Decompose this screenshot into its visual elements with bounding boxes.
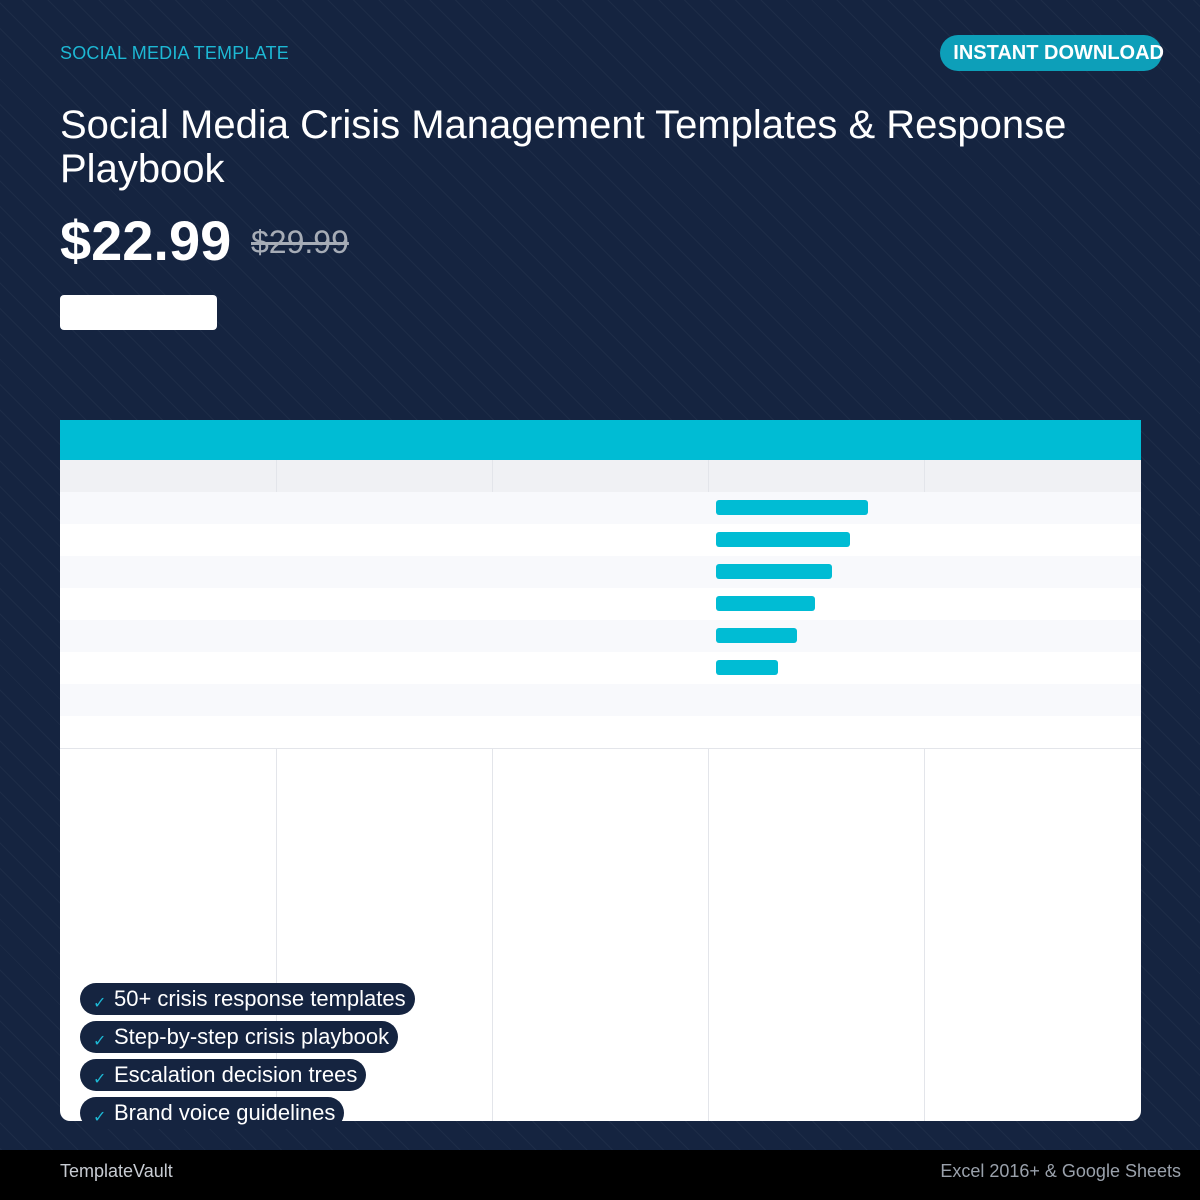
column-header-row — [60, 460, 1141, 492]
column-divider — [924, 749, 925, 1121]
check-icon: ✓ — [93, 1069, 107, 1088]
check-icon: ✓ — [93, 1031, 107, 1050]
table-row — [60, 684, 1141, 716]
progress-bar — [716, 532, 850, 547]
feature-pill: ✓ Brand voice guidelines — [80, 1097, 345, 1129]
current-price: $22.99 — [60, 209, 232, 272]
progress-bar — [716, 628, 797, 643]
compatibility-note: Excel 2016+ & Google Sheets — [940, 1161, 1181, 1181]
progress-bar — [716, 596, 815, 611]
buy-button[interactable] — [60, 295, 217, 330]
feature-label: Step-by-step crisis playbook — [114, 1024, 390, 1049]
rows-divider — [60, 748, 1141, 749]
brand-name: TemplateVault — [60, 1161, 173, 1181]
sheet-header-bar — [60, 420, 1141, 460]
column-divider — [276, 460, 277, 492]
feature-label: Brand voice guidelines — [114, 1100, 336, 1125]
column-divider — [492, 749, 493, 1121]
progress-bar — [716, 500, 868, 515]
instant-download-badge: INSTANT DOWNLOAD — [940, 35, 1164, 71]
table-row — [60, 716, 1141, 748]
feature-label: 50+ crisis response templates — [114, 986, 406, 1011]
table-row — [60, 492, 1141, 524]
feature-pill: ✓ 50+ crisis response templates — [80, 983, 415, 1015]
footer-bar — [0, 1150, 1200, 1200]
check-icon: ✓ — [93, 993, 107, 1012]
feature-label: Escalation decision trees — [114, 1062, 358, 1087]
table-row — [60, 556, 1141, 588]
badge-label: INSTANT DOWNLOAD — [953, 42, 1164, 64]
table-row — [60, 652, 1141, 684]
feature-pill: ✓ Step-by-step crisis playbook — [80, 1021, 399, 1053]
feature-pill: ✓ Escalation decision trees — [80, 1059, 367, 1091]
progress-bar — [716, 564, 832, 579]
column-divider — [924, 460, 925, 492]
original-price: $29.99 — [251, 224, 349, 260]
category-label: SOCIAL MEDIA TEMPLATE — [60, 43, 289, 63]
column-divider — [708, 460, 709, 492]
table-row — [60, 524, 1141, 556]
check-icon: ✓ — [93, 1107, 107, 1126]
table-row — [60, 620, 1141, 652]
progress-bar — [716, 660, 778, 675]
table-row — [60, 588, 1141, 620]
product-title: Social Media Crisis Management Templates… — [60, 103, 1067, 191]
column-divider — [276, 749, 277, 1121]
column-divider — [492, 460, 493, 492]
spreadsheet-preview — [60, 420, 1141, 1121]
column-divider — [708, 749, 709, 1121]
